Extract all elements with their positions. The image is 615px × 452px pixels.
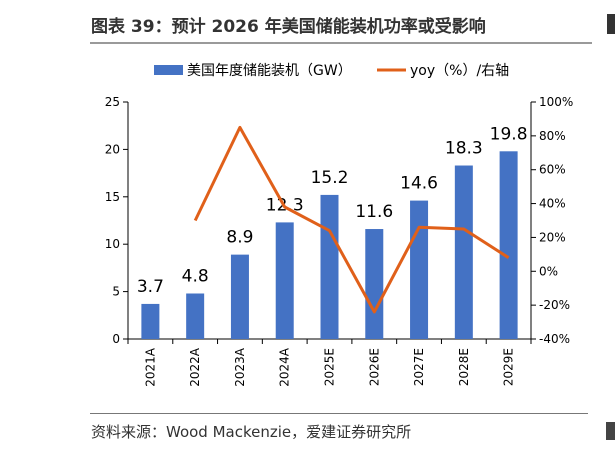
bar-label-2026E: 11.6 xyxy=(355,202,393,222)
bar-label-2029E: 19.8 xyxy=(490,124,528,144)
x-tick-label-2025E: 2025E xyxy=(323,348,337,386)
bar-label-2022A: 4.8 xyxy=(182,266,209,286)
x-tick-label-2028E: 2028E xyxy=(457,348,471,386)
bar-2025E xyxy=(320,194,339,339)
legend-swatch-bar xyxy=(154,65,183,75)
legend-label-bar: 美国年度储能装机（GW） xyxy=(187,63,352,79)
bar-label-2028E: 18.3 xyxy=(445,139,483,159)
right-tick-label: 20% xyxy=(539,230,566,244)
x-tick-label-2026E: 2026E xyxy=(367,348,381,386)
left-tick-label: 20 xyxy=(105,142,120,156)
left-tick-label: 10 xyxy=(105,237,120,251)
adjacent-page-edge-bottom xyxy=(606,422,615,440)
legend: 美国年度储能装机（GW） yoy（%）/右轴 xyxy=(154,63,509,79)
yoy-line xyxy=(193,125,510,314)
left-tick-label: 25 xyxy=(105,95,120,109)
x-tick-label-2023A: 2023A xyxy=(233,347,247,387)
source-divider xyxy=(90,413,588,414)
yoy-series-line xyxy=(193,125,510,314)
right-tick-label: 100% xyxy=(539,95,573,109)
bar-2022A xyxy=(186,293,205,339)
right-tick-label: -40% xyxy=(539,332,570,346)
x-tick-label-2027E: 2027E xyxy=(412,348,426,386)
x-tick-label-2022A: 2022A xyxy=(188,347,202,387)
right-tick-label: -20% xyxy=(539,298,570,312)
chart-title: 图表 39：预计 2026 年美国储能装机功率或受影响 xyxy=(91,17,486,37)
right-tick-label: 40% xyxy=(539,197,566,211)
bar-2023A xyxy=(230,254,249,339)
axes: 0 5 10 15 20 25 -40% -20% 0% 20% 40% 60% 80% 100% xyxy=(105,95,574,346)
legend-label-line: yoy（%）/右轴 xyxy=(410,63,509,79)
bars xyxy=(141,151,518,339)
bar-2021A xyxy=(141,303,160,339)
bar-2024A xyxy=(275,222,294,339)
bar-2027E xyxy=(410,200,429,339)
bar-label-2023A: 8.9 xyxy=(226,228,253,248)
x-tick-label-2029E: 2029E xyxy=(502,348,516,386)
x-tick-labels: 2021A 2022A 2023A 2024A 2025E 2026E 2027E 2028E… xyxy=(143,347,515,387)
bar-2029E xyxy=(499,151,518,339)
x-tick-label-2021A: 2021A xyxy=(143,347,157,387)
right-tick-label: 80% xyxy=(539,129,566,143)
right-tick-label: 60% xyxy=(539,163,566,177)
bar-label-2021A: 3.7 xyxy=(137,277,164,297)
bar-label-2027E: 14.6 xyxy=(400,174,438,194)
left-tick-label: 0 xyxy=(112,332,120,346)
bar-label-2025E: 15.2 xyxy=(311,168,349,188)
title-divider xyxy=(90,42,592,44)
bar-2028E xyxy=(454,165,473,339)
left-tick-label: 5 xyxy=(112,285,120,299)
right-tick-label: 0% xyxy=(539,264,558,278)
source-note: 资料来源：Wood Mackenzie，爱建证券研究所 xyxy=(91,423,412,441)
left-tick-label: 15 xyxy=(105,190,120,204)
adjacent-page-edge xyxy=(607,14,615,34)
x-tick-label-2024A: 2024A xyxy=(278,347,292,387)
bar-2026E xyxy=(365,229,384,339)
